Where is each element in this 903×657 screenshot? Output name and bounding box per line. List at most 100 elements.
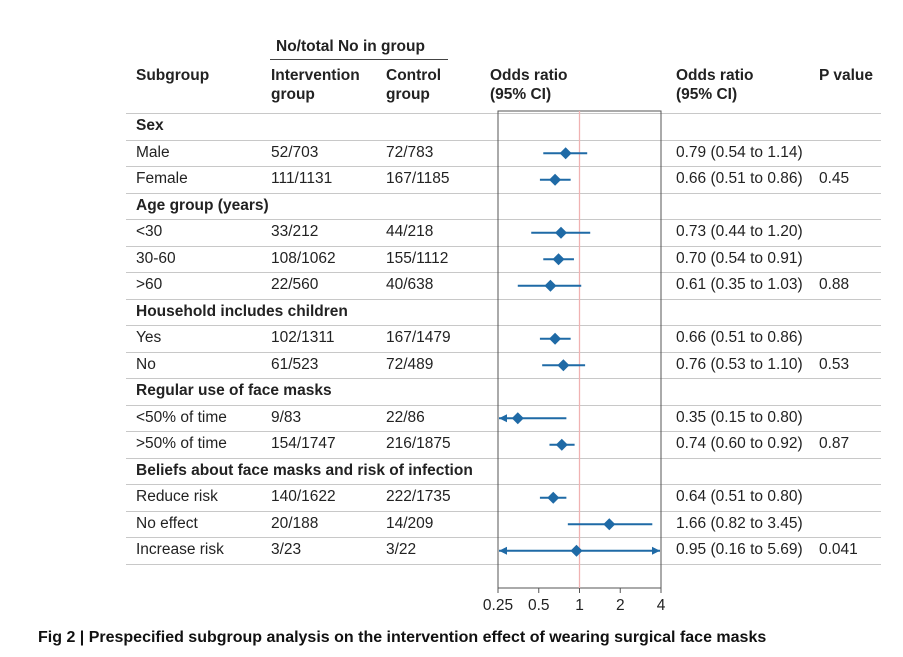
point-estimate-diamond (554, 226, 567, 239)
row-divider (126, 457, 881, 459)
control-count: 72/783 (386, 143, 434, 161)
control-count: 40/638 (386, 276, 434, 293)
point-estimate-diamond (570, 544, 583, 557)
intervention-count: 3/23 (271, 541, 302, 558)
row-divider (126, 404, 881, 406)
header-or-plot-line1: Odds ratio (490, 67, 568, 84)
control-count: 72/489 (386, 355, 434, 373)
subgroup-label: Male (136, 143, 170, 161)
point-estimate-diamond (603, 518, 616, 531)
row-divider (126, 510, 881, 512)
intervention-count: 52/703 (271, 143, 319, 161)
ci-arrow-right (652, 546, 660, 555)
subgroup-heading: Regular use of face masks (136, 382, 332, 399)
control-count: 222/1735 (386, 488, 451, 505)
row-divider (126, 563, 881, 565)
point-estimate-diamond (544, 279, 557, 292)
header-control-line2: group (386, 86, 430, 103)
control-count: 14/209 (386, 514, 434, 532)
header-control-line1: Control (386, 67, 442, 84)
header-or-text-line2: (95% CI) (676, 86, 738, 103)
subgroup-label: <30 (136, 223, 163, 240)
intervention-count: 140/1622 (271, 488, 336, 505)
x-tick-label: 1 (575, 597, 584, 614)
odds-ratio-text: 0.74 (0.60 to 0.92) (676, 435, 803, 452)
header-spanner-rule (270, 59, 448, 60)
x-tick-label: 2 (616, 597, 625, 614)
subgroup-label: No (136, 355, 156, 373)
subgroup-label: No effect (136, 514, 198, 532)
row-divider (126, 351, 881, 353)
subgroup-label: Yes (136, 329, 162, 346)
point-estimate-diamond (557, 359, 570, 372)
intervention-count: 9/83 (271, 408, 302, 426)
point-estimate-diamond (559, 147, 572, 160)
row-divider (126, 431, 881, 432)
ci-arrow-left (499, 546, 507, 555)
intervention-count: 154/1747 (271, 435, 336, 452)
control-count: 3/22 (386, 541, 417, 558)
intervention-count: 111/1131 (271, 170, 333, 187)
header-or-text-line1: Odds ratio (676, 67, 754, 84)
odds-ratio-text: 0.66 (0.51 to 0.86) (676, 170, 803, 187)
row-divider (126, 272, 881, 273)
subgroup-label: >60 (136, 276, 163, 293)
row-divider (126, 219, 881, 220)
p-value: 0.53 (819, 355, 850, 373)
ci-arrow-left (499, 414, 507, 423)
point-estimate-diamond (555, 438, 568, 451)
point-estimate-diamond (549, 332, 562, 345)
odds-ratio-text: 0.73 (0.44 to 1.20) (676, 223, 803, 240)
row-divider (126, 298, 881, 300)
subgroup-heading: Household includes children (136, 302, 348, 320)
row-divider (126, 166, 881, 167)
header-intervention-line1: Intervention (271, 67, 360, 84)
intervention-count: 102/1311 (271, 329, 335, 346)
subgroup-label: Reduce risk (136, 488, 218, 505)
subgroup-heading: Sex (136, 117, 164, 134)
point-estimate-diamond (547, 491, 560, 504)
point-estimate-diamond (552, 253, 565, 266)
odds-ratio-text: 0.66 (0.51 to 0.86) (676, 329, 803, 346)
odds-ratio-text: 0.64 (0.51 to 0.80) (676, 488, 803, 505)
header-spanner: No/total No in group (276, 38, 425, 55)
intervention-count: 22/560 (271, 276, 319, 293)
control-count: 216/1875 (386, 435, 451, 452)
header-or-plot-line2: (95% CI) (490, 86, 552, 103)
intervention-count: 108/1062 (271, 249, 336, 267)
odds-ratio-text: 0.35 (0.15 to 0.80) (676, 408, 803, 426)
subgroup-label: >50% of time (136, 435, 227, 452)
row-divider (126, 325, 881, 326)
subgroup-heading: Beliefs about face masks and risk of inf… (136, 461, 473, 479)
row-divider (126, 139, 881, 141)
odds-ratio-text: 0.61 (0.35 to 1.03) (676, 276, 803, 293)
subgroup-label: <50% of time (136, 408, 227, 426)
intervention-count: 33/212 (271, 223, 319, 240)
intervention-count: 61/523 (271, 355, 319, 373)
subgroup-label: Increase risk (136, 541, 224, 558)
subgroup-label: 30-60 (136, 249, 176, 267)
x-tick-label: 0.25 (483, 597, 513, 614)
p-value: 0.88 (819, 276, 850, 293)
row-divider (126, 537, 881, 538)
p-value: 0.87 (819, 435, 850, 452)
header-intervention-line2: group (271, 86, 315, 103)
row-divider (126, 245, 881, 247)
header-subgroup: Subgroup (136, 67, 210, 84)
x-tick-label: 0.5 (528, 597, 550, 614)
header-p-value: P value (819, 67, 874, 84)
control-count: 167/1185 (386, 170, 450, 187)
table-top-rule (126, 113, 881, 114)
control-count: 155/1112 (386, 249, 449, 267)
row-divider (126, 192, 881, 194)
p-value: 0.041 (819, 541, 858, 558)
odds-ratio-text: 0.95 (0.16 to 5.69) (676, 541, 803, 558)
figure-caption: Fig 2 | Prespecified subgroup analysis o… (38, 629, 767, 646)
odds-ratio-text: 0.76 (0.53 to 1.10) (676, 355, 803, 373)
odds-ratio-text: 1.66 (0.82 to 3.45) (676, 514, 803, 532)
point-estimate-diamond (549, 173, 562, 186)
p-value: 0.45 (819, 170, 850, 187)
control-count: 167/1479 (386, 329, 451, 346)
odds-ratio-text: 0.79 (0.54 to 1.14) (676, 143, 803, 161)
